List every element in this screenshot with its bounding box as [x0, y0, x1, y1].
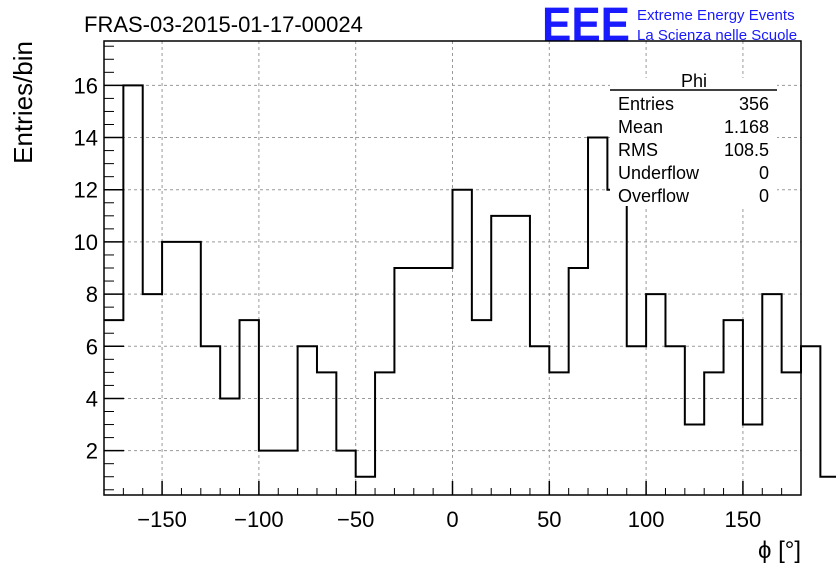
histogram-bin — [685, 425, 704, 495]
histogram-bin — [569, 268, 588, 495]
histogram-bin — [278, 451, 297, 495]
y-tick-label: 2 — [86, 439, 98, 464]
x-tick-labels: −150 −100 −50 0 50 100 150 — [137, 507, 761, 532]
logo-line-1: Extreme Energy Events — [637, 7, 795, 24]
stats-box-title: Phi — [681, 71, 707, 91]
x-axis-label: ϕ [°] — [758, 537, 801, 564]
histogram-bin — [375, 372, 394, 495]
eee-logo: EEE Extreme Energy Events La Scienza nel… — [542, 0, 797, 52]
histogram-bin — [356, 477, 375, 495]
histogram-bin — [453, 190, 472, 495]
stats-label: Entries — [618, 94, 674, 114]
x-tick-label: −50 — [337, 507, 374, 532]
stats-value: 108.5 — [724, 140, 769, 160]
stats-label: Underflow — [618, 163, 700, 183]
histogram-bin — [743, 425, 762, 495]
axis-ticks — [103, 45, 802, 495]
x-tick-label: −150 — [137, 507, 187, 532]
y-tick-label: 4 — [86, 386, 98, 411]
stats-box: Phi Entries 356 Mean 1.168 RMS 108.5 Underflow… — [610, 71, 777, 206]
histogram-bin — [317, 372, 336, 495]
stats-label: Mean — [618, 117, 663, 137]
y-tick-label: 10 — [74, 230, 98, 255]
histogram-bin — [801, 346, 820, 495]
histogram-bin — [143, 294, 162, 495]
y-tick-label: 6 — [86, 334, 98, 359]
chart-title: FRAS-03-2015-01-17-00024 — [84, 12, 363, 37]
histogram-bin — [704, 372, 723, 495]
histogram-bin — [181, 242, 200, 495]
histogram-bin — [588, 138, 607, 495]
histogram-bin — [414, 268, 433, 495]
stats-label: RMS — [618, 140, 658, 160]
histogram-bin — [762, 294, 781, 495]
histogram-bin — [491, 216, 510, 495]
histogram-bin — [220, 398, 239, 495]
histogram-bin — [820, 477, 836, 495]
histogram-bin — [298, 346, 317, 495]
histogram-bin — [549, 372, 568, 495]
y-tick-label: 14 — [74, 126, 98, 151]
y-tick-label: 12 — [74, 178, 98, 203]
histogram-bin — [433, 268, 452, 495]
stats-value: 0 — [759, 186, 769, 206]
stats-label: Overflow — [618, 186, 690, 206]
y-tick-label: 8 — [86, 282, 98, 307]
x-tick-label: 150 — [725, 507, 762, 532]
y-tick-label: 16 — [74, 73, 98, 98]
histogram-bin — [627, 346, 646, 495]
logo-text: EEE — [542, 0, 630, 52]
histogram-outline — [104, 84, 836, 478]
histogram-bin — [123, 85, 142, 495]
stats-box-rows: Entries 356 Mean 1.168 RMS 108.5 Underflow 0 Ove… — [618, 94, 769, 206]
stats-value: 356 — [739, 94, 769, 114]
stats-value: 0 — [759, 163, 769, 183]
histogram-bin — [201, 346, 220, 495]
x-tick-label: −100 — [234, 507, 284, 532]
x-tick-label: 50 — [537, 507, 561, 532]
x-tick-label: 0 — [446, 507, 458, 532]
histogram-bin — [259, 451, 278, 495]
histogram-bin — [782, 372, 801, 495]
y-tick-labels: 2 4 6 8 10 12 14 16 — [74, 73, 98, 463]
histogram-series — [104, 84, 836, 495]
histogram-bin — [607, 190, 626, 495]
y-axis-label: Entries/bin — [8, 41, 38, 164]
logo-line-2: La Scienza nelle Scuole — [637, 27, 797, 44]
histogram-bin — [646, 294, 665, 495]
histogram-bin — [665, 346, 684, 495]
stats-value: 1.168 — [724, 117, 769, 137]
histogram-bin — [394, 268, 413, 495]
stats-box-background — [610, 78, 777, 206]
histogram-bin — [530, 346, 549, 495]
histogram-bin — [336, 451, 355, 495]
histogram-bin — [511, 216, 530, 495]
histogram-bin — [162, 242, 181, 495]
x-tick-label: 100 — [628, 507, 665, 532]
